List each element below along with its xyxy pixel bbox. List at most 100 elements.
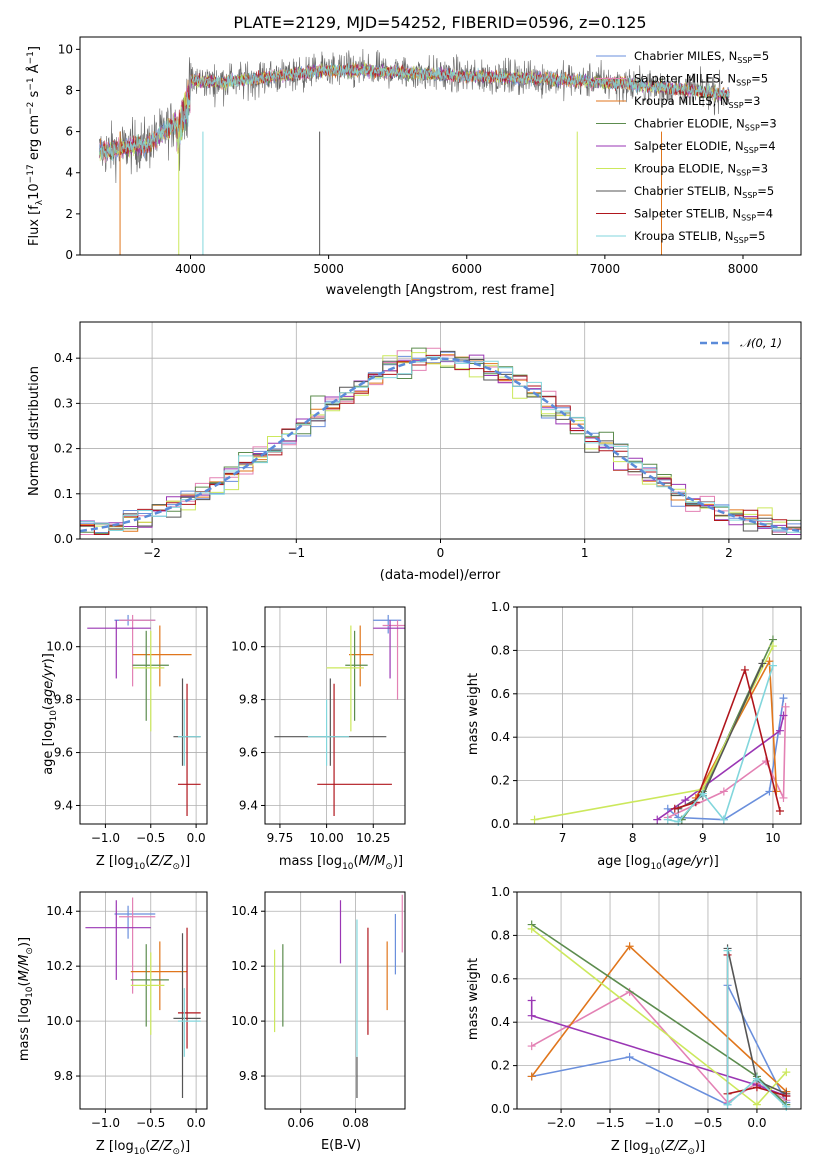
- residual-histogram-plot: −2 −1 0 1 2 0.0 0.1 0.2 0.3 0.4: [54, 321, 802, 560]
- mw_vs_age-y-tick-label: 0.6: [491, 687, 510, 701]
- residuals-y-tick-label: 0.3: [54, 396, 73, 410]
- mw_vs_Z-point-marker: [723, 946, 732, 955]
- mw_vs_Z-x-tick-label: −1.5: [595, 1116, 624, 1130]
- age_vs_mass-y-tick-label: 10.0: [231, 640, 258, 654]
- residuals-marks: [79, 347, 802, 535]
- mw_vs_Z-x-tick-label: −1.0: [644, 1116, 673, 1130]
- mw_vs_age-point-marker: [768, 642, 777, 651]
- mw_vs_age-x-tick-label: 9: [699, 831, 707, 845]
- legend-label-suffix: =3: [744, 94, 761, 108]
- legend-label-base: Salpeter STELIB, N: [634, 207, 741, 221]
- mwAge-y-label: mass weight: [466, 673, 481, 755]
- age_vs_Z-y-tick-label: 9.8: [54, 693, 73, 707]
- spectrum-y-tick-label: 8: [65, 83, 73, 97]
- mw_vs_Z-y-tick-label: 0.0: [491, 1102, 510, 1116]
- mw_vs_Z-point-marker: [625, 1052, 634, 1061]
- mwAge-x-label: age [log10(age/yr)]: [597, 854, 719, 872]
- legend-label-sub: SSP: [736, 169, 751, 178]
- mw_vs_age-y-tick-label: 0.2: [491, 774, 510, 788]
- age_vs_mass-x-tick-label: 9.75: [267, 831, 294, 845]
- spectrum-x-tick-label: 6000: [451, 262, 482, 276]
- legend-label-sub: SSP: [744, 146, 759, 155]
- legend-label-sub: SSP: [729, 101, 744, 110]
- mass_vs_Z-y-tick-label: 10.2: [46, 959, 73, 973]
- legend-label: Kroupa MILES, NSSP=3: [634, 94, 760, 110]
- spectrum-frame: [79, 36, 802, 256]
- legend-label: Chabrier MILES, NSSP=5: [634, 49, 769, 65]
- legend-label-suffix: =5: [751, 72, 768, 86]
- mass_vs_Z-y-tick-label: 9.8: [54, 1069, 73, 1083]
- mass_vs_Z-frame: [79, 891, 208, 1110]
- mass_vs_ebv-x-tick-label: 0.06: [287, 1116, 314, 1130]
- age_vs_mass-frame: [264, 606, 406, 825]
- mass_vs_Z-marks: [85, 897, 201, 1099]
- mw_vs_age-point-marker: [768, 661, 777, 670]
- mw_vs_age-point-marker: [775, 806, 784, 815]
- mw_vs_age-point-marker: [681, 796, 690, 805]
- mw_vs_age-point-marker: [761, 757, 770, 766]
- legend-label: Chabrier ELODIE, NSSP=3: [634, 117, 777, 133]
- mw_vs_age-point-marker: [670, 804, 679, 813]
- legend-label: Kroupa ELODIE, NSSP=3: [634, 162, 768, 178]
- residuals-y-tick-label: 0.2: [54, 442, 73, 456]
- residuals-y-tick-label: 0.4: [54, 351, 73, 365]
- mw_vs_Z-point-marker: [782, 1091, 791, 1100]
- age_vs_mass-x-tick-label: 10.25: [356, 831, 390, 845]
- mass_vs_Z-x-tick-label: −0.5: [136, 1116, 165, 1130]
- spectrum-series-line: [98, 62, 730, 162]
- mw_vs_age-y-tick-label: 0.8: [491, 643, 510, 657]
- mass-vs-metallicity-plot: −1.0 −0.5 0.0 9.8 10.0 10.2 10.4: [46, 891, 208, 1130]
- mw_vs_Z-y-tick-label: 0.6: [491, 972, 510, 986]
- mw_vs_Z-x-tick-label: 0.0: [747, 1116, 766, 1130]
- mw_vs_Z-point-marker: [527, 996, 536, 1005]
- mw_vs_Z-point-marker: [723, 1100, 732, 1109]
- mw_vs_Z-series-line: [726, 950, 787, 1108]
- mw_vs_age-point-marker: [779, 793, 788, 802]
- mw_vs_Z-point-marker: [752, 1100, 761, 1109]
- mass-weight-vs-metallicity-plot: −2.0 −1.5 −1.0 −0.5 0.0 0.0 0.2 0.4 0.6 0.8 1.0: [491, 885, 802, 1130]
- mw_vs_Z-x-tick-label: −0.5: [693, 1116, 722, 1130]
- mass_vs_ebv-y-tick-label: 10.0: [231, 1014, 258, 1028]
- spectrum-plot: 4000 5000 6000 7000 8000 0 2 4 6 8 10: [58, 36, 802, 276]
- mw_vs_Z-point-marker: [752, 1074, 761, 1083]
- mw_vs_Z-marks: [527, 920, 791, 1111]
- mw_vs_Z-y-tick-label: 0.2: [491, 1059, 510, 1073]
- mw_vs_age-point-marker: [653, 815, 662, 824]
- age_vs_mass-y-tick-label: 9.6: [239, 746, 258, 760]
- mw_vs_Z-point-marker: [527, 924, 536, 933]
- massZ-y-label: mass [log10(M/M⊙)]: [17, 937, 35, 1061]
- mass_vs_ebv-y-tick-label: 10.2: [231, 959, 258, 973]
- legend-label-base: Salpeter MILES, N: [634, 72, 736, 86]
- age_vs_mass-marks: [274, 614, 405, 817]
- spectrum-x-label: wavelength [Angstrom, rest frame]: [326, 283, 555, 298]
- mw_vs_Z-y-tick-label: 0.4: [491, 1015, 510, 1029]
- mass_vs_ebv-frame: [264, 891, 406, 1110]
- massZ-x-label: Z [log10(Z/Z⊙)]: [96, 1139, 190, 1157]
- spectrum-y-label: Flux [fλ10−17 erg cm−2 s−1 Å−1]: [26, 46, 45, 246]
- mass_vs_ebv-marks: [274, 894, 403, 1099]
- histogram-y-label: Normed distribution: [27, 366, 42, 496]
- ageM-x-label: mass [log10(M/M⊙)]: [279, 854, 403, 872]
- legend-label-suffix: =5: [749, 229, 766, 243]
- age_vs_Z-marks: [87, 614, 201, 817]
- spectrum-y-tick-label: 0: [65, 248, 73, 262]
- mw_vs_age-x-tick-label: 8: [629, 831, 637, 845]
- legend-label-base: Kroupa MILES, N: [634, 94, 729, 108]
- mwZ-x-label: Z [log10(Z/Z⊙)]: [611, 1139, 705, 1157]
- mw_vs_Z-series-line: [530, 1000, 787, 1097]
- mw_vs_age-x-tick-label: 7: [559, 831, 567, 845]
- mass_vs_ebv-y-tick-label: 10.4: [231, 904, 258, 918]
- mass_vs_Z-x-tick-label: 0.0: [187, 1116, 206, 1130]
- mass-weight-vs-age-plot: 7 8 9 10 0.0 0.2 0.4 0.6 0.8 1.0: [491, 600, 802, 845]
- residuals-x-tick-label: 0: [437, 546, 445, 560]
- age_vs_Z-y-tick-label: 10.0: [46, 640, 73, 654]
- mw_vs_age-point-marker: [663, 815, 672, 824]
- legend-label-suffix: =4: [756, 207, 773, 221]
- age_vs_mass-x-tick-label: 10.00: [309, 831, 343, 845]
- spectrum-x-tick-label: 8000: [728, 262, 759, 276]
- legend-label: Chabrier STELIB, NSSP=5: [634, 184, 774, 200]
- mw_vs_age-x-tick-label: 10: [765, 831, 780, 845]
- legend-label-suffix: =5: [757, 184, 774, 198]
- mw_vs_age-point-marker: [781, 702, 790, 711]
- legend-label-base: Chabrier MILES, N: [634, 49, 737, 63]
